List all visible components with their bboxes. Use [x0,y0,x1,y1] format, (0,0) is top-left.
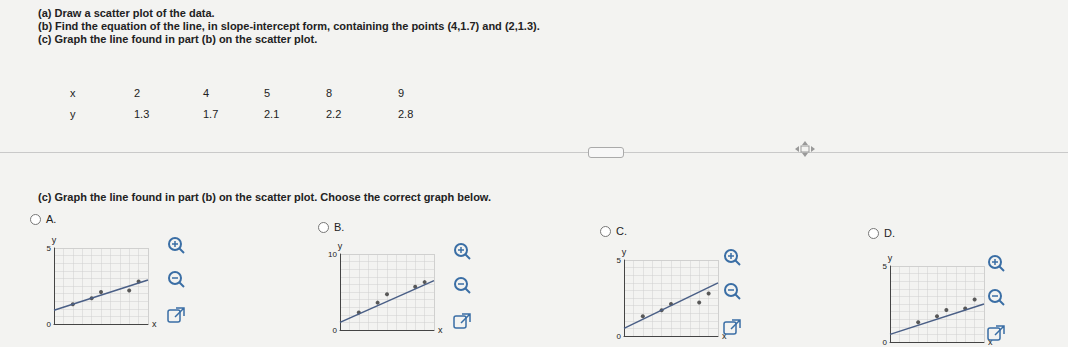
svg-text:x: x [988,337,993,347]
svg-text:x: x [438,325,443,335]
html-text:9: 9 [398,87,405,99]
html-text:5: 5 [264,87,271,99]
svg-text:5: 5 [617,256,622,265]
html-text:x: x [70,87,76,99]
html-text:(b) Find the equation of the l: (b) Find the equation of the line, in sl… [38,20,540,32]
html-text:8: 8 [326,87,333,99]
svg-text:x: x [722,331,727,341]
html-text:D.: D. [884,227,895,239]
html-text:2.1: 2.1 [264,108,280,120]
html-text:B.: B. [334,221,345,233]
svg-text:0: 0 [47,320,52,329]
html-text:1.3: 1.3 [134,108,150,120]
html-text:y: y [70,108,76,120]
html-text:4: 4 [203,87,210,99]
html-text:(c) Graph the line found in pa: (c) Graph the line found in part (b) on … [38,33,318,45]
svg-text:0: 0 [883,338,888,347]
svg-text:5: 5 [883,262,888,271]
html-text:2.8: 2.8 [398,108,414,120]
svg-text:y: y [52,235,57,245]
svg-text:0: 0 [617,332,622,341]
svg-text:y: y [888,253,893,263]
html-text:2.2: 2.2 [326,108,342,120]
html-text:(a) Draw a scatter plot of the: (a) Draw a scatter plot of the data. [38,7,215,19]
svg-text:y: y [338,241,343,251]
html-text:C.: C. [616,225,627,237]
html-text:2: 2 [134,87,141,99]
svg-text:10: 10 [328,250,337,259]
html-text:A.: A. [46,213,57,225]
html-text:1.7: 1.7 [203,108,219,120]
svg-text:0: 0 [333,326,338,335]
svg-text:5: 5 [47,244,52,253]
svg-text:x: x [152,319,157,329]
html-text:(c) Graph the line found in pa: (c) Graph the line found in part (b) on … [38,191,492,203]
svg-text:y: y [622,247,627,257]
